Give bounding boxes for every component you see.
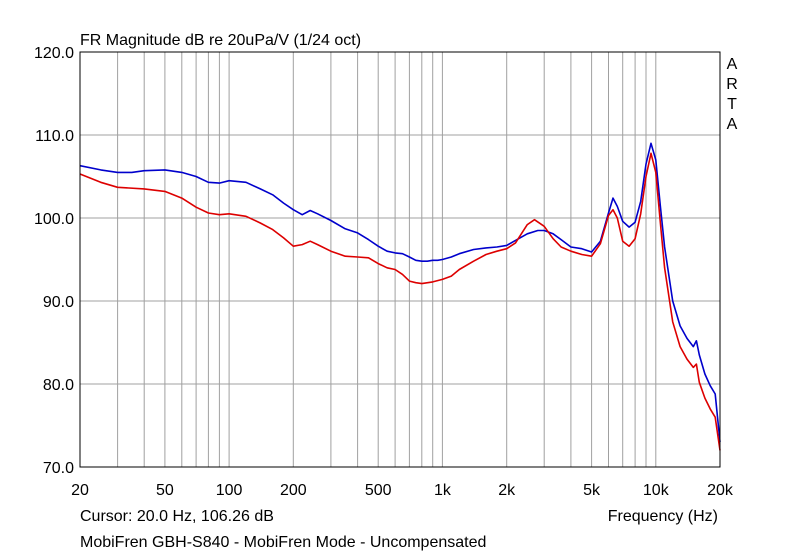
cursor-readout: Cursor: 20.0 Hz, 106.26 dB xyxy=(80,508,274,525)
x-tick-label: 100 xyxy=(216,482,243,499)
series-line-1 xyxy=(79,142,721,443)
arta-logo-letter: R xyxy=(726,76,738,93)
x-tick-label: 10k xyxy=(643,482,670,499)
x-tick-label: 20 xyxy=(71,482,89,499)
x-tick-label: 500 xyxy=(365,482,392,499)
y-tick-label: 80.0 xyxy=(43,377,74,394)
x-tick-label: 5k xyxy=(583,482,601,499)
arta-logo-letter: A xyxy=(727,56,738,73)
y-tick-label: 120.0 xyxy=(34,45,74,62)
chart-caption: MobiFren GBH-S840 - MobiFren Mode - Unco… xyxy=(80,534,486,551)
series-layer xyxy=(79,142,721,451)
chart-title: FR Magnitude dB re 20uPa/V (1/24 oct) xyxy=(80,32,361,49)
x-tick-label: 2k xyxy=(498,482,516,499)
y-tick-label: 70.0 xyxy=(43,460,74,477)
y-tick-label: 110.0 xyxy=(35,128,74,145)
x-tick-label: 50 xyxy=(156,482,174,499)
x-tick-label: 20k xyxy=(707,482,734,499)
series-line-2 xyxy=(79,152,721,451)
x-tick-label: 200 xyxy=(280,482,307,499)
x-tick-label: 1k xyxy=(434,482,452,499)
x-axis-label: Frequency (Hz) xyxy=(608,508,718,525)
arta-logo-letter: T xyxy=(727,96,737,113)
grid xyxy=(80,52,720,467)
tick-labels: 20 50 100 200 500 1k 2k 5k 10k 20k 70.0 80.0 90.0 100… xyxy=(34,45,734,499)
plot-frame xyxy=(79,51,721,468)
y-tick-label: 100.0 xyxy=(34,211,74,228)
y-tick-label: 90.0 xyxy=(43,294,74,311)
arta-logo-letter: A xyxy=(727,116,738,133)
